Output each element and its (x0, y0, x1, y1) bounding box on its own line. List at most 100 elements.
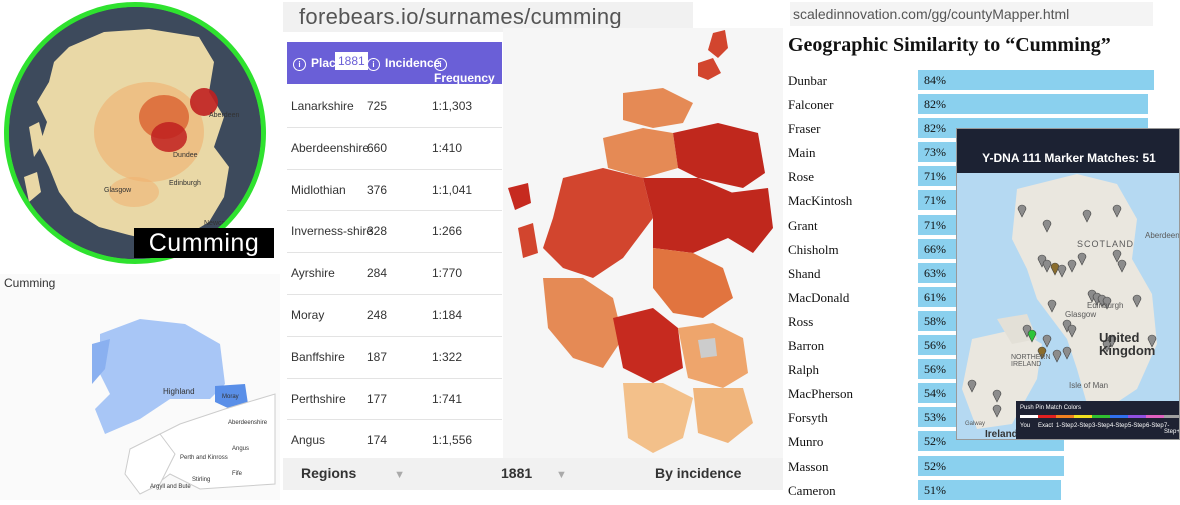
similarity-bar (918, 479, 1061, 500)
place-cell: Aberdeenshire (291, 140, 370, 155)
surname-label: Munro (788, 434, 824, 450)
surname-label: Masson (788, 458, 829, 474)
ydna-legend-title: Push Pin Match Colors (1020, 405, 1082, 411)
map-pin-icon[interactable] (1037, 346, 1047, 360)
year-badge[interactable]: 1881 (335, 52, 368, 70)
legend-swatch (1146, 415, 1164, 418)
map-pin-icon[interactable] (1102, 296, 1112, 310)
year-dropdown[interactable]: 1881 ▼ (501, 465, 567, 481)
table-row[interactable]: Angus 174 1:1,556 (287, 420, 502, 463)
map-pin-icon[interactable] (1077, 252, 1087, 266)
surname-label: Fraser (788, 121, 821, 137)
map-pin-icon[interactable] (1042, 334, 1052, 348)
map-pin-icon[interactable] (1112, 204, 1122, 218)
heatmap-panel: Aberdeen Dundee Edinburgh Glasgow Newcas… (0, 0, 280, 268)
map-pin-icon[interactable] (992, 389, 1002, 403)
frequency-column-header[interactable]: iFrequency (434, 58, 495, 85)
table-row[interactable]: Midlothian 376 1:1,041 (287, 170, 502, 212)
county-map: Highland Moray Aberdeenshire Angus Perth… (92, 319, 276, 495)
similarity-percent: 54% (924, 386, 946, 401)
similarity-percent: 52% (924, 458, 946, 473)
heatmap-map: Aberdeen Dundee Edinburgh Glasgow Newcas… (9, 7, 261, 259)
table-row[interactable]: Ayrshire 284 1:770 (287, 253, 502, 295)
table-row[interactable]: Aberdeenshire 660 1:410 (287, 128, 502, 170)
surname-label: Grant (788, 217, 818, 233)
table-row[interactable]: Moray 248 1:184 (287, 295, 502, 337)
frequency-cell: 1:322 (432, 349, 463, 364)
legend-swatch (1092, 415, 1110, 418)
surname-label: MacPherson (788, 386, 853, 402)
legend-label: 7-Step+ (1164, 423, 1180, 435)
similarity-percent: 56% (924, 362, 946, 377)
county-label-highland: Highland (163, 387, 195, 396)
incidence-cell: 187 (367, 349, 388, 364)
ydna-label-united-kingdom: United Kingdom (1099, 330, 1156, 358)
similarity-percent: 66% (924, 241, 946, 256)
list-item: Falconer 82% (788, 92, 1180, 116)
map-pin-icon[interactable] (1112, 249, 1122, 263)
forebears-url-bar[interactable]: forebears.io/surnames/cumming (283, 2, 693, 32)
map-pin-icon[interactable] (1017, 204, 1027, 218)
map-pin-icon[interactable] (1117, 259, 1127, 273)
map-pin-icon[interactable] (1047, 299, 1057, 313)
map-pin-icon[interactable] (1107, 334, 1117, 348)
similarity-percent: 58% (924, 313, 946, 328)
legend-swatch (1038, 415, 1056, 418)
place-column-header[interactable]: i Place (293, 56, 342, 71)
incidence-column-header[interactable]: i Incidence (367, 56, 440, 71)
frequency-cell: 1:770 (432, 266, 463, 281)
map-pin-icon[interactable] (1042, 259, 1052, 273)
similarity-percent: 52% (924, 434, 946, 449)
forebears-footer-controls: Regions ▼ 1881 ▼ By incidence (283, 458, 783, 490)
table-row[interactable]: Perthshire 177 1:741 (287, 379, 502, 421)
map-pin-icon[interactable] (1037, 254, 1047, 268)
surname-label: Shand (788, 265, 821, 281)
ydna-label-northern-ireland: NORTHERN IRELAND (1011, 354, 1051, 368)
surname-label: Chisholm (788, 241, 839, 257)
surname-label: Rose (788, 169, 814, 185)
similarity-percent: 56% (924, 338, 946, 353)
map-pin-icon[interactable] (1082, 209, 1092, 223)
region-moray (215, 384, 248, 409)
place-cell: Midlothian (291, 182, 346, 197)
table-row[interactable]: Lanarkshire 725 1:1,303 (287, 86, 502, 128)
surname-label: Forsyth (788, 410, 828, 426)
ydna-label-isle-of-man: Isle of Man (1069, 381, 1109, 390)
frequency-cell: 1:184 (432, 307, 463, 322)
table-row[interactable]: Banffshire 187 1:322 (287, 337, 502, 379)
map-pin-icon[interactable] (992, 404, 1002, 418)
similarity-url-bar[interactable]: scaledinnovation.com/gg/countyMapper.htm… (790, 2, 1153, 26)
map-pin-icon[interactable] (1147, 334, 1157, 348)
county-label-angus: Angus (232, 446, 249, 452)
map-pin-icon[interactable] (1067, 259, 1077, 273)
legend-label: 3-Step (1092, 423, 1110, 429)
map-pin-icon[interactable] (1132, 294, 1142, 308)
map-pin-icon[interactable] (1052, 349, 1062, 363)
map-pin-icon[interactable] (967, 379, 977, 393)
table-row[interactable]: Inverness-shire 328 1:266 (287, 211, 502, 254)
map-label-edinburgh: Edinburgh (169, 180, 201, 187)
legend-label: You (1020, 423, 1031, 429)
legend-label: 6-Step (1146, 423, 1164, 429)
legend-swatch (1164, 415, 1179, 418)
legend-swatch (1110, 415, 1128, 418)
info-icon: i (434, 58, 447, 71)
map-pin-icon[interactable] (1067, 324, 1077, 338)
legend-label: 4-Step (1110, 423, 1128, 429)
map-pin-icon[interactable] (1042, 219, 1052, 233)
surname-label: Barron (788, 338, 825, 354)
similarity-bar (918, 70, 1154, 90)
map-pin-icon[interactable] (1027, 329, 1037, 343)
surname-label: Dunbar (788, 73, 827, 88)
map-pin-icon[interactable] (1057, 264, 1067, 278)
map-pin-icon[interactable] (1062, 319, 1072, 333)
map-pin-icon[interactable] (1022, 324, 1032, 338)
similarity-percent: 63% (924, 265, 946, 280)
legend-swatch (1074, 415, 1092, 418)
similarity-percent: 84% (924, 73, 946, 87)
sort-dropdown[interactable]: By incidence (655, 465, 742, 481)
surname-label: MacKintosh (788, 193, 853, 209)
map-pin-icon[interactable] (1062, 346, 1072, 360)
chevron-down-icon: ▼ (556, 469, 567, 481)
regions-dropdown[interactable]: Regions ▼ (301, 465, 406, 481)
